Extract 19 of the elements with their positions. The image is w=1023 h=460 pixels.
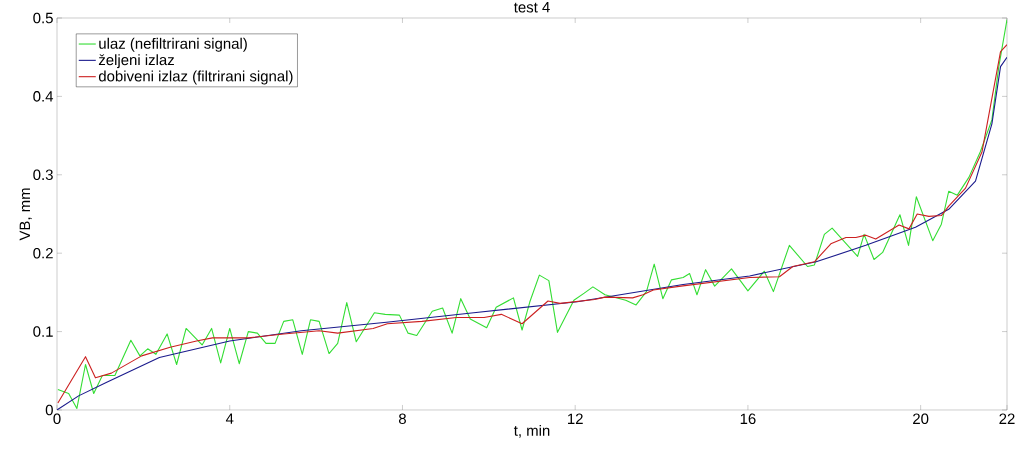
chart-title: test 4 — [513, 2, 550, 13]
x-tick-label: 12 — [568, 413, 583, 424]
legend-label: dobiveni izlaz (filtrirani signal) — [98, 70, 293, 85]
legend-label: željeni izlaz — [98, 54, 174, 69]
y-tick-label: 0.5 — [33, 12, 53, 24]
legend-label: ulaz (nefiltrirani signal) — [99, 37, 247, 52]
x-tick-label: 4 — [225, 413, 234, 424]
x-tick-label: 20 — [913, 413, 929, 425]
y-tick-label: 0.2 — [33, 247, 53, 259]
y-tick-label: 0.3 — [33, 169, 53, 181]
x-tick-label: 8 — [398, 413, 406, 425]
x-tick-label: 22 — [999, 413, 1015, 424]
y-axis-title: VB, mm — [19, 188, 32, 241]
y-tick-label: 0.1 — [33, 326, 53, 337]
x-axis-title: t, min — [513, 424, 550, 438]
y-tick-label: 0.4 — [33, 91, 54, 102]
x-tick-label: 16 — [740, 413, 756, 425]
y-tick-label: 0 — [45, 404, 53, 416]
x-tick-label: 0 — [53, 413, 61, 425]
